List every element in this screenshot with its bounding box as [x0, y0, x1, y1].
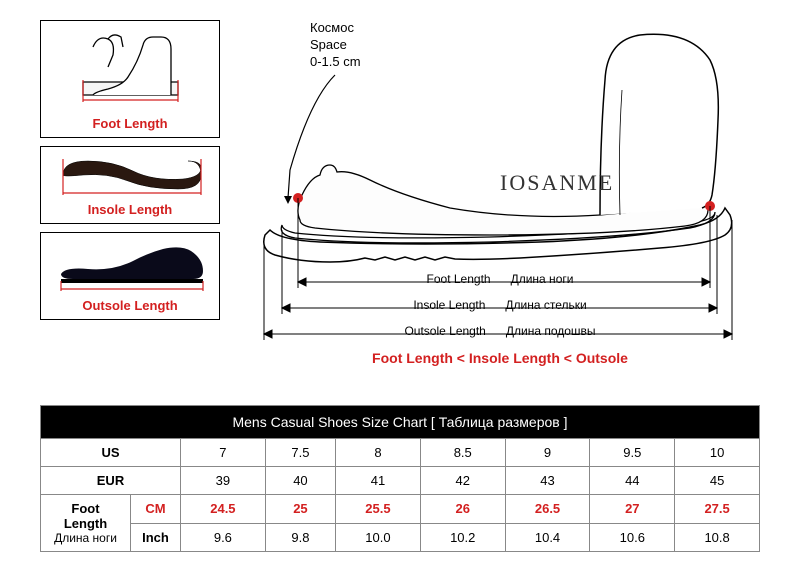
foot-label-en: Foot Length	[49, 501, 122, 531]
us-1: 7.5	[265, 439, 335, 467]
eur-2: 41	[336, 467, 421, 495]
eur-row: EUR 39 40 41 42 43 44 45	[41, 467, 760, 495]
outsole-icon	[53, 239, 208, 294]
space-en: Space	[310, 37, 361, 54]
eur-0: 39	[181, 467, 266, 495]
cm-6: 27.5	[675, 495, 760, 524]
inch-row: Inch 9.6 9.8 10.0 10.2 10.4 10.6 10.8	[41, 523, 760, 552]
foot-length-label: Foot Length	[92, 116, 167, 131]
cm-3: 26	[420, 495, 505, 524]
cm-row: Foot Length Длина ноги CM 24.5 25 25.5 2…	[41, 495, 760, 524]
inch-6: 10.8	[675, 523, 760, 552]
outsole-ru: Длина подошвы	[506, 324, 596, 338]
foot-measure-icon	[53, 27, 208, 112]
cm-2: 25.5	[336, 495, 421, 524]
cm-0: 24.5	[181, 495, 266, 524]
table-title: Mens Casual Shoes Size Chart [ Таблица р…	[41, 406, 760, 439]
insole-en: Insole Length	[413, 298, 485, 312]
shoe-diagram: Космос Space 0-1.5 cm	[240, 20, 760, 385]
us-row: US 7 7.5 8 8.5 9 9.5 10	[41, 439, 760, 467]
size-chart-table: Mens Casual Shoes Size Chart [ Таблица р…	[40, 405, 760, 552]
us-2: 8	[336, 439, 421, 467]
insole-icon	[53, 153, 208, 198]
foot-ru: Длина ноги	[511, 272, 574, 286]
eur-label: EUR	[41, 467, 181, 495]
us-label: US	[41, 439, 181, 467]
foot-length-panel: Foot Length	[40, 20, 220, 138]
cm-4: 26.5	[505, 495, 590, 524]
cm-label: CM	[131, 495, 181, 524]
outsole-length-measure: Outsole Length Длина подошвы	[240, 324, 760, 338]
cm-1: 25	[265, 495, 335, 524]
eur-5: 44	[590, 467, 675, 495]
eur-3: 42	[420, 467, 505, 495]
us-5: 9.5	[590, 439, 675, 467]
cm-5: 27	[590, 495, 675, 524]
eur-1: 40	[265, 467, 335, 495]
us-3: 8.5	[420, 439, 505, 467]
insole-length-panel: Insole Length	[40, 146, 220, 224]
space-label: Космос Space 0-1.5 cm	[310, 20, 361, 71]
foot-label-ru: Длина ноги	[49, 531, 122, 545]
outsole-length-label: Outsole Length	[82, 298, 177, 313]
space-ru: Космос	[310, 20, 361, 37]
foot-en: Foot Length	[427, 272, 491, 286]
us-4: 9	[505, 439, 590, 467]
inch-5: 10.6	[590, 523, 675, 552]
comparison-note: Foot Length < Insole Length < Outsole	[240, 350, 760, 366]
inch-4: 10.4	[505, 523, 590, 552]
inch-2: 10.0	[336, 523, 421, 552]
space-range: 0-1.5 cm	[310, 54, 361, 71]
eur-6: 45	[675, 467, 760, 495]
insole-length-label: Insole Length	[88, 202, 173, 217]
us-6: 10	[675, 439, 760, 467]
brand-name: IOSANME	[500, 170, 614, 196]
foot-length-measure: Foot Length Длина ноги	[240, 272, 760, 286]
insole-length-measure: Insole Length Длина стельки	[240, 298, 760, 312]
inch-0: 9.6	[181, 523, 266, 552]
inch-3: 10.2	[420, 523, 505, 552]
outsole-en: Outsole Length	[404, 324, 485, 338]
foot-length-rowhead: Foot Length Длина ноги	[41, 495, 131, 552]
eur-4: 43	[505, 467, 590, 495]
inch-label: Inch	[131, 523, 181, 552]
us-0: 7	[181, 439, 266, 467]
outsole-length-panel: Outsole Length	[40, 232, 220, 320]
inch-1: 9.8	[265, 523, 335, 552]
insole-ru: Длина стельки	[505, 298, 586, 312]
